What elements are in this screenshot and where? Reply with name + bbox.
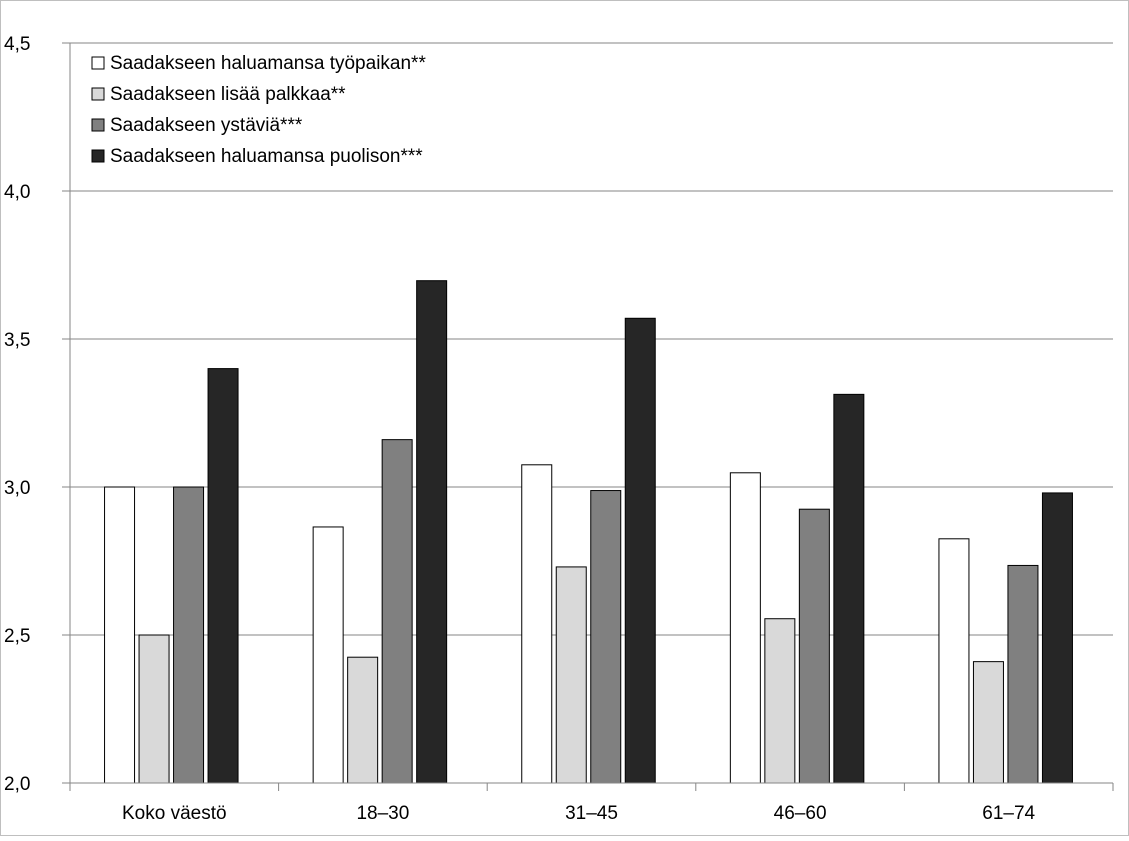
bar [521, 464, 553, 784]
legend-swatch [91, 118, 105, 132]
bar [1041, 492, 1073, 784]
bar [416, 280, 448, 784]
y-tick-label: 4,5 [4, 34, 30, 55]
legend-swatch [91, 87, 105, 101]
bar [590, 490, 622, 784]
bar [138, 634, 170, 784]
legend-swatch [91, 56, 105, 70]
bar [833, 393, 865, 784]
bar [624, 317, 656, 784]
bar [207, 368, 239, 784]
bars [104, 280, 1073, 784]
x-tick-label: 61–74 [982, 803, 1035, 824]
bar [555, 566, 587, 784]
x-tick-label: Koko väestö [122, 803, 227, 824]
bar [764, 618, 796, 784]
legend-swatch [91, 149, 105, 163]
legend-label: Saadakseen haluamansa puolison*** [110, 146, 423, 167]
legend-label: Saadakseen lisää palkkaa** [110, 84, 346, 105]
y-tick-label: 3,0 [4, 478, 30, 499]
y-tick-label: 4,0 [4, 182, 30, 203]
legend: Saadakseen haluamansa työpaikan** Saadaks… [91, 53, 426, 167]
bar [381, 439, 413, 784]
bar [938, 538, 970, 784]
bar [798, 508, 830, 784]
bar [972, 661, 1004, 784]
bar [312, 526, 344, 784]
x-tick-label: 18–30 [356, 803, 409, 824]
bar [347, 656, 379, 784]
y-tick-label: 2,0 [4, 774, 30, 795]
axes: 2,0 2,5 3,0 3,5 4,0 4,5 Koko väestö 18–30 31–45 4… [4, 34, 1114, 824]
x-tick-label: 31–45 [565, 803, 618, 824]
bar [1007, 564, 1039, 784]
bar [104, 486, 136, 784]
y-tick-label: 2,5 [4, 626, 30, 647]
x-tick-label: 46–60 [774, 803, 827, 824]
bar [173, 486, 205, 784]
legend-label: Saadakseen ystäviä*** [110, 115, 303, 136]
y-tick-label: 3,5 [4, 330, 30, 351]
bar [729, 472, 761, 784]
legend-label: Saadakseen haluamansa työpaikan** [110, 53, 426, 74]
